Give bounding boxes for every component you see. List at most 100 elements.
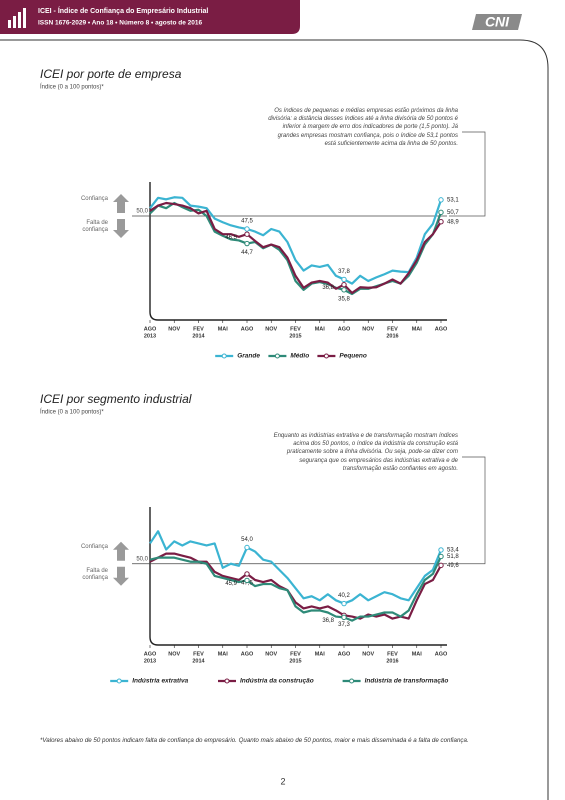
x-year-label: 2015 <box>289 658 301 664</box>
x-tick-label: NOV <box>168 326 180 332</box>
value-label: 45,9 <box>225 581 237 587</box>
x-year-label: 2015 <box>289 333 301 339</box>
x-tick-label: NOV <box>265 326 277 332</box>
axis <box>149 507 447 646</box>
value-label: 50,7 <box>447 210 459 216</box>
x-tick-label: AGO <box>144 326 157 332</box>
page-border <box>0 39 549 800</box>
x-tick-label: FEV <box>387 651 398 657</box>
value-label: 36,8 <box>322 618 334 624</box>
legend-marker <box>116 678 122 684</box>
legend-label: Indústria de transformação <box>365 678 449 685</box>
point-marker <box>244 577 250 584</box>
chart-title: ICEI por segmento industrial <box>40 392 192 406</box>
point-marker <box>244 544 250 551</box>
x-tick-label: AGO <box>241 651 254 657</box>
x-tick-label: MAI <box>412 326 423 332</box>
series-line <box>149 201 442 295</box>
point-marker <box>244 231 250 237</box>
x-year-label: 2014 <box>192 333 205 339</box>
point-marker <box>341 600 347 607</box>
logo: CNI <box>485 14 510 30</box>
point-marker <box>341 287 347 293</box>
legend-label: Médio <box>290 353 309 360</box>
point-marker <box>341 614 347 621</box>
point-marker <box>341 281 347 288</box>
footnote: *Valores abaixo de 50 pontos indicam fal… <box>40 737 469 744</box>
value-label: 44,7 <box>241 250 253 256</box>
point-marker <box>244 571 250 577</box>
value-label: 40,2 <box>338 593 350 599</box>
value-label: 51,8 <box>447 554 459 560</box>
value-label: 48,9 <box>447 219 459 225</box>
legend-label: Grande <box>237 353 260 360</box>
x-tick-label: FEV <box>193 651 204 657</box>
x-tick-label: AGO <box>435 326 448 332</box>
value-label: 47,5 <box>241 219 253 225</box>
x-tick-label: AGO <box>338 651 351 657</box>
point-marker <box>438 219 444 225</box>
reference-label: 50,0 <box>136 209 148 215</box>
point-marker <box>438 562 444 569</box>
bracket <box>449 131 486 217</box>
point-marker <box>341 276 347 283</box>
value-label: 36,8 <box>322 285 334 291</box>
value-label: 37,3 <box>338 622 350 628</box>
x-tick-label: NOV <box>168 651 180 657</box>
x-tick-label: AGO <box>144 651 157 657</box>
point-marker <box>244 226 250 232</box>
chart-title: ICEI por porte de empresa <box>40 67 182 81</box>
point-marker <box>244 240 250 247</box>
legend-marker <box>323 353 329 359</box>
logo-box <box>472 14 522 30</box>
up-arrow <box>113 541 129 561</box>
x-year-label: 2016 <box>386 658 398 664</box>
header-icon <box>8 8 26 28</box>
legend-label: Indústria extrativa <box>132 678 188 685</box>
series-line <box>149 196 443 285</box>
x-year-label: 2014 <box>192 658 205 664</box>
x-tick-label: AGO <box>241 326 254 332</box>
value-label: 47,5 <box>241 580 253 586</box>
up-arrow <box>113 194 129 213</box>
x-tick-label: MAI <box>315 326 326 332</box>
x-year-label: 2013 <box>144 658 156 664</box>
x-tick-label: MAI <box>412 651 423 657</box>
down-arrow <box>113 566 129 586</box>
legend-marker <box>274 353 280 359</box>
header-title: ICEI - Índice de Confiança do Empresário… <box>38 6 208 15</box>
chart-subtitle: Índice (0 a 100 pontos)* <box>40 409 104 416</box>
point-marker <box>438 209 444 216</box>
series-line <box>149 530 443 605</box>
legend-marker <box>221 353 227 359</box>
x-tick-label: FEV <box>290 651 301 657</box>
x-tick-label: FEV <box>387 326 398 332</box>
x-tick-label: MAI <box>218 651 229 657</box>
series-line <box>149 552 442 620</box>
value-label: 35,8 <box>338 296 350 302</box>
bracket <box>449 456 486 565</box>
x-tick-label: MAI <box>315 651 326 657</box>
no-confidence-label: Falta de confiança <box>82 220 108 233</box>
series-line <box>149 555 442 622</box>
axis <box>149 182 447 321</box>
x-tick-label: AGO <box>338 326 351 332</box>
no-confidence-label: Falta de confiança <box>82 567 108 581</box>
value-label: 53,1 <box>447 197 459 203</box>
point-marker <box>438 553 444 560</box>
x-year-label: 2016 <box>386 333 398 339</box>
value-label: 54,0 <box>241 537 253 543</box>
value-label: 53,4 <box>447 548 459 554</box>
point-marker <box>438 547 444 553</box>
header-band <box>0 0 300 34</box>
x-tick-label: FEV <box>193 326 204 332</box>
value-label: 37,8 <box>338 269 350 275</box>
legend-label: Indústria da construção <box>240 678 314 685</box>
annotation: Os índices de pequenas e médias empresas… <box>268 108 458 147</box>
x-tick-label: NOV <box>362 326 374 332</box>
x-tick-label: NOV <box>265 651 277 657</box>
legend-marker <box>349 678 355 684</box>
header-issn: ISSN 1676-2029 • Ano 18 • Número 8 • ago… <box>38 20 202 27</box>
